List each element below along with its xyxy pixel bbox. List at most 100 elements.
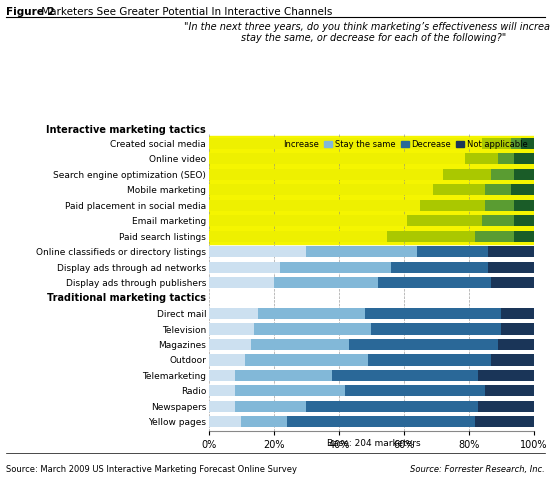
Bar xyxy=(498,153,514,164)
Bar xyxy=(257,308,365,319)
Bar xyxy=(514,215,534,226)
Bar xyxy=(520,138,534,149)
Bar xyxy=(514,200,534,211)
Bar xyxy=(287,416,475,427)
Bar xyxy=(209,246,306,257)
Bar xyxy=(511,138,520,149)
Bar xyxy=(371,323,501,335)
Bar xyxy=(417,246,488,257)
Bar xyxy=(209,200,420,211)
Bar xyxy=(387,231,475,242)
Text: Traditional marketing tactics: Traditional marketing tactics xyxy=(47,293,206,303)
Bar xyxy=(488,246,534,257)
Bar xyxy=(478,401,534,412)
Bar xyxy=(209,416,241,427)
Bar xyxy=(433,184,485,195)
Bar xyxy=(491,354,534,365)
Bar xyxy=(514,215,534,226)
Bar xyxy=(514,169,534,180)
Bar xyxy=(420,200,485,211)
Bar xyxy=(501,308,534,319)
Bar xyxy=(514,153,534,164)
Bar xyxy=(390,262,488,273)
Legend: Increase, Stay the same, Decrease, Not applicable: Increase, Stay the same, Decrease, Not a… xyxy=(271,138,529,150)
Bar xyxy=(511,184,534,195)
Bar xyxy=(365,308,501,319)
Bar xyxy=(235,370,332,381)
Bar xyxy=(387,231,475,242)
Bar xyxy=(345,385,485,397)
Bar xyxy=(209,277,274,288)
Bar xyxy=(235,401,306,412)
Text: Figure 2: Figure 2 xyxy=(6,7,54,17)
Text: Marketers See Greater Potential In Interactive Channels: Marketers See Greater Potential In Inter… xyxy=(39,7,333,17)
Bar xyxy=(485,200,514,211)
Bar xyxy=(501,323,534,335)
Bar xyxy=(209,138,482,149)
Bar xyxy=(443,169,491,180)
Bar xyxy=(491,169,514,180)
Bar xyxy=(498,153,514,164)
Bar xyxy=(378,277,491,288)
Bar xyxy=(209,215,407,226)
Bar xyxy=(209,401,235,412)
Bar xyxy=(514,169,534,180)
Bar xyxy=(491,277,534,288)
Bar xyxy=(485,184,511,195)
Bar xyxy=(478,370,534,381)
Bar xyxy=(209,184,433,195)
Bar xyxy=(482,138,511,149)
Bar xyxy=(209,339,251,350)
Bar xyxy=(209,385,235,397)
Bar xyxy=(443,169,491,180)
Bar xyxy=(407,215,482,226)
Bar xyxy=(349,339,498,350)
Bar xyxy=(511,138,520,149)
Bar xyxy=(245,354,368,365)
Bar xyxy=(209,136,534,244)
Bar xyxy=(235,385,345,397)
Bar xyxy=(332,370,478,381)
Bar xyxy=(209,308,257,319)
Bar xyxy=(209,262,280,273)
Bar xyxy=(407,215,482,226)
Bar xyxy=(209,231,387,242)
Bar xyxy=(306,246,417,257)
Bar xyxy=(491,169,514,180)
Text: Base: 204 marketers: Base: 204 marketers xyxy=(327,439,421,448)
Bar xyxy=(514,200,534,211)
Bar xyxy=(209,354,245,365)
Bar xyxy=(251,339,349,350)
Bar xyxy=(485,385,534,397)
Bar xyxy=(306,401,478,412)
Bar xyxy=(488,262,534,273)
Bar xyxy=(514,153,534,164)
Text: Interactive marketing tactics: Interactive marketing tactics xyxy=(46,125,206,135)
Bar xyxy=(241,416,287,427)
Text: Source: March 2009 US Interactive Marketing Forecast Online Survey: Source: March 2009 US Interactive Market… xyxy=(6,465,296,474)
Bar xyxy=(280,262,390,273)
Bar xyxy=(209,184,433,195)
Bar xyxy=(482,138,511,149)
Text: "In the next three years, do you think marketing’s effectiveness will increase,
: "In the next three years, do you think m… xyxy=(184,22,550,43)
Bar xyxy=(482,215,514,226)
Bar xyxy=(485,200,514,211)
Bar xyxy=(209,169,443,180)
Bar xyxy=(209,370,235,381)
Bar xyxy=(475,231,514,242)
Bar xyxy=(520,138,534,149)
Bar xyxy=(475,416,534,427)
Bar xyxy=(209,169,443,180)
Bar xyxy=(255,323,371,335)
Bar xyxy=(485,184,511,195)
Bar xyxy=(209,323,255,335)
Bar xyxy=(514,231,534,242)
Bar xyxy=(420,200,485,211)
Bar xyxy=(209,153,465,164)
Bar xyxy=(482,215,514,226)
Bar xyxy=(465,153,498,164)
Bar xyxy=(514,231,534,242)
Bar xyxy=(368,354,491,365)
Bar xyxy=(498,339,534,350)
Bar xyxy=(274,277,378,288)
